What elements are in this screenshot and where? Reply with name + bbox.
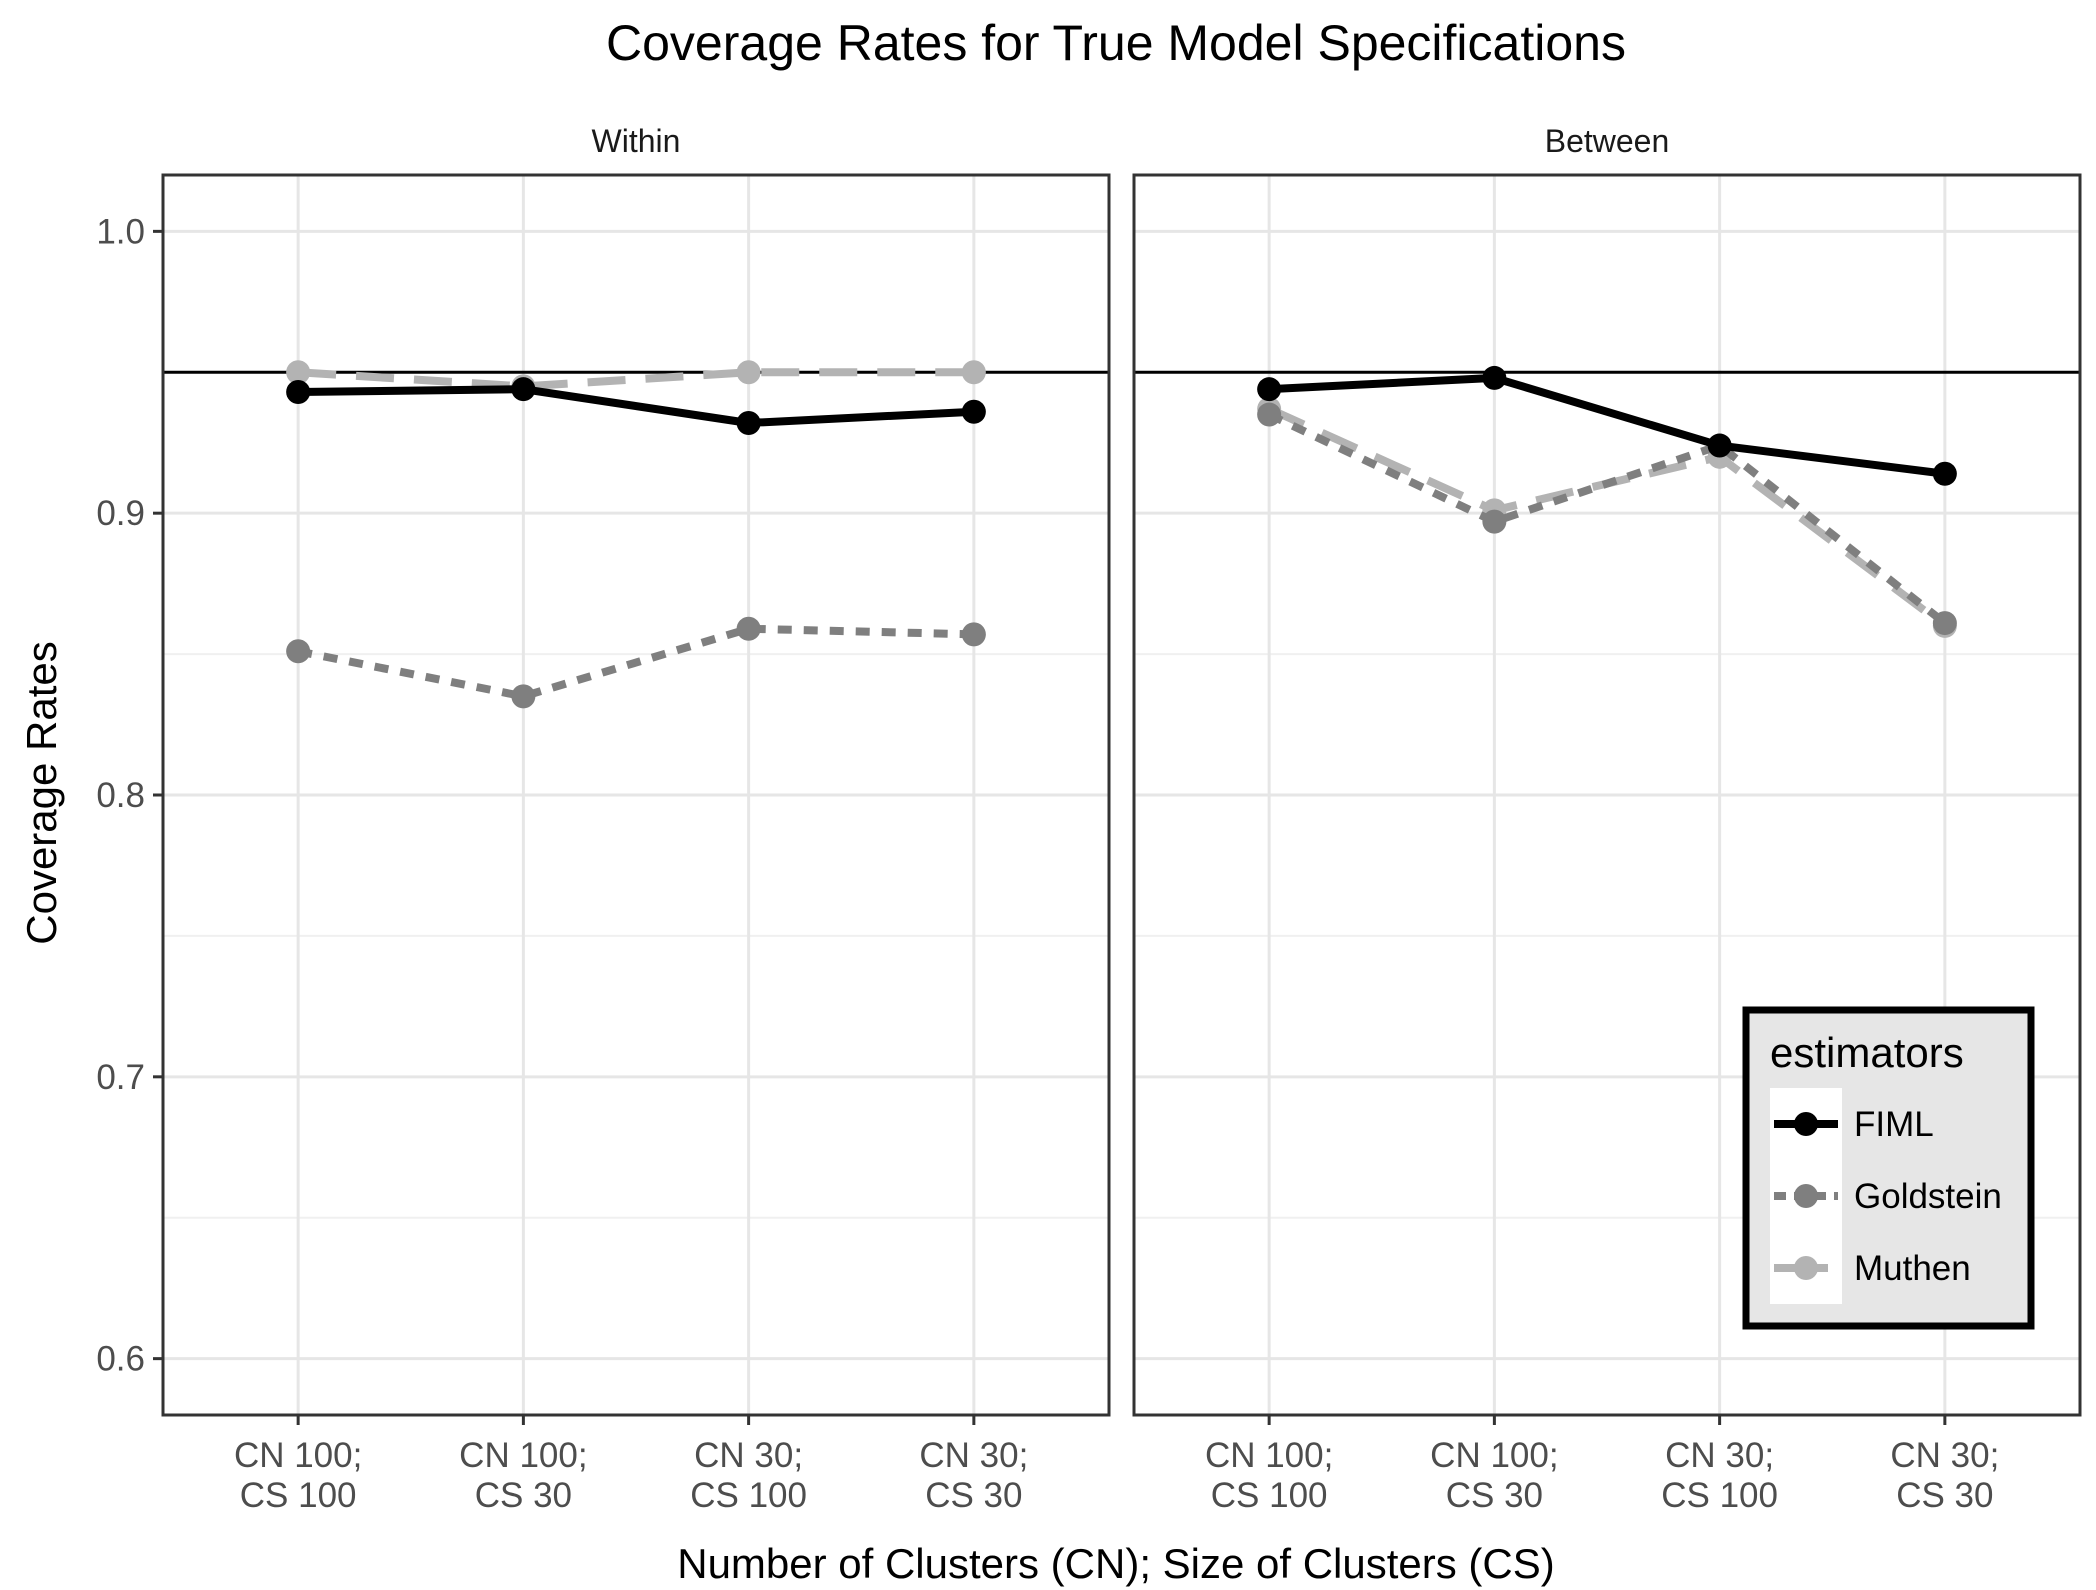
data-point — [1482, 365, 1507, 390]
y-tick-label: 1.0 — [96, 212, 145, 251]
data-point — [511, 684, 536, 709]
chart-title: Coverage Rates for True Model Specificat… — [606, 15, 1626, 71]
data-point — [1257, 377, 1282, 402]
x-tick-label-line: CS 30 — [1446, 1476, 1543, 1515]
x-tick-label: CN 30; CS 100 — [1661, 1436, 1778, 1515]
series-goldstein-between — [1257, 402, 1957, 636]
x-tick-label: CN 100; CS 30 — [459, 1436, 587, 1515]
x-tick-label: CN 30; CS 30 — [919, 1436, 1028, 1515]
legend-label: Muthen — [1854, 1249, 1971, 1288]
legend-key-point — [1794, 1184, 1818, 1208]
series-line — [1268, 373, 1946, 478]
panel-strip-label: Within — [592, 123, 681, 159]
series-muthen-between — [1257, 396, 1957, 638]
data-point — [736, 616, 761, 641]
data-point — [511, 377, 536, 402]
x-tick-label-line: CS 30 — [475, 1476, 572, 1515]
data-point — [961, 399, 986, 424]
x-tick-label-line: CN 100; — [459, 1436, 587, 1475]
data-point — [1707, 433, 1732, 458]
x-tick-label-line: CS 100 — [240, 1476, 357, 1515]
data-point — [1257, 402, 1282, 427]
x-tick-label: CN 100; CS 100 — [1205, 1436, 1333, 1515]
y-tick-label: 0.6 — [96, 1340, 145, 1379]
series-line — [1267, 410, 1948, 627]
x-tick-label-line: CS 100 — [1211, 1476, 1328, 1515]
legend-item-goldstein: Goldstein — [1770, 1160, 2002, 1232]
x-tick-label-line: CS 30 — [925, 1476, 1022, 1515]
data-point — [286, 380, 311, 404]
y-tick-label: 0.9 — [96, 494, 145, 533]
series-fiml-within — [286, 377, 986, 435]
x-tick-label-line: CN 30; — [1665, 1436, 1774, 1475]
y-axis-title: Coverage Rates — [18, 641, 65, 945]
x-tick-label-line: CS 100 — [690, 1476, 807, 1515]
panel-border — [1132, 173, 2082, 1417]
data-point — [1932, 461, 1957, 486]
legend-item-muthen: Muthen — [1770, 1232, 1971, 1304]
data-point — [736, 360, 761, 385]
legend-label: Goldstein — [1854, 1177, 2002, 1216]
data-point — [286, 639, 311, 664]
series-line — [1267, 405, 1948, 630]
data-point — [286, 360, 311, 385]
series-goldstein-within — [286, 616, 986, 709]
y-tick-label: 0.7 — [96, 1058, 145, 1097]
series-line — [297, 368, 974, 391]
legend-key-point — [1794, 1256, 1818, 1280]
legend-label: FIML — [1854, 1105, 1934, 1144]
x-tick-label-line: CN 100; — [1430, 1436, 1558, 1475]
legend-key-point — [1794, 1112, 1818, 1136]
x-axis-title: Number of Clusters (CN); Size of Cluster… — [677, 1540, 1555, 1587]
x-tick-label: CN 30; CS 100 — [690, 1436, 807, 1515]
x-tick-label-line: CN 30; — [694, 1436, 803, 1475]
x-tick-label-line: CN 30; — [1890, 1436, 1999, 1475]
data-point — [736, 411, 761, 435]
x-tick-label-line: CS 100 — [1661, 1476, 1778, 1515]
series-line — [297, 624, 974, 701]
y-tick-label: 0.8 — [96, 776, 145, 815]
data-point — [1482, 509, 1507, 534]
x-tick-label-line: CN 30; — [919, 1436, 1028, 1475]
legend: estimators FIML Goldstein Muthen — [1742, 1006, 2035, 1330]
x-tick-label: CN 30; CS 30 — [1890, 1436, 1999, 1515]
legend-title: estimators — [1770, 1029, 1964, 1076]
series-fiml-between — [1257, 365, 1957, 486]
panel-strip-label: Between — [1545, 123, 1670, 159]
legend-item-fiml: FIML — [1770, 1088, 1934, 1160]
x-tick-label: CN 100; CS 100 — [234, 1436, 362, 1515]
x-tick-label: CN 100; CS 30 — [1430, 1436, 1558, 1515]
data-point — [961, 622, 986, 647]
x-tick-label-line: CN 100; — [1205, 1436, 1333, 1475]
series-line — [298, 385, 975, 427]
data-point — [1932, 611, 1957, 636]
x-tick-label-line: CN 100; — [234, 1436, 362, 1475]
x-tick-label-line: CS 30 — [1896, 1476, 1993, 1515]
data-point — [961, 360, 986, 385]
